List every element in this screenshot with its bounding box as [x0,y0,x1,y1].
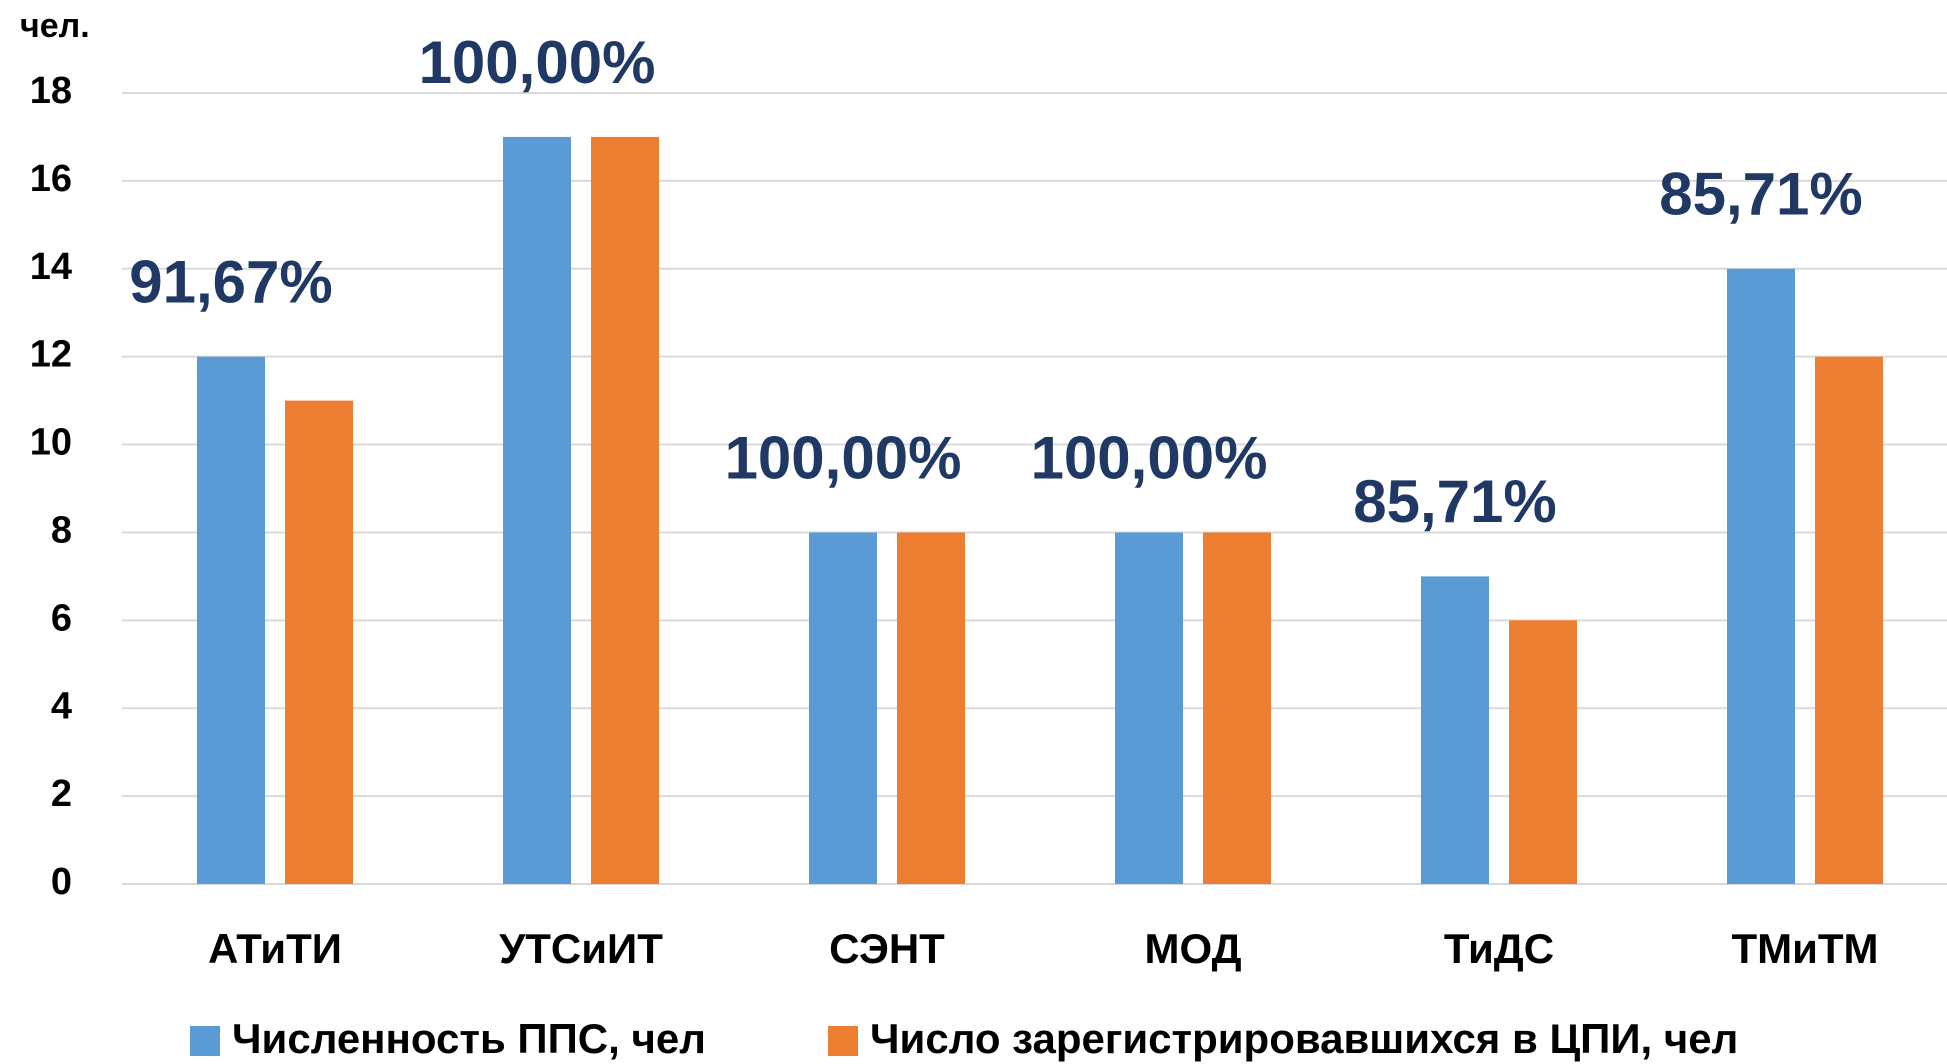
y-tick-label: 8 [51,509,72,551]
legend-swatch [828,1026,858,1056]
y-tick-label: 14 [30,246,72,288]
bar [1727,268,1795,884]
annotation: 85,71% [1659,161,1863,228]
x-tick-label: АТиТИ [208,925,342,972]
y-tick-label: 10 [30,422,72,464]
legend-label: Численность ППС, чел [232,1015,706,1062]
y-tick-label: 2 [51,773,72,815]
annotation: 100,00% [419,29,656,96]
bar [1115,532,1183,884]
bar [1509,620,1577,884]
bar [1421,576,1489,884]
y-axis-label: чел. [20,7,90,45]
x-tick-label: УТСиИТ [499,925,663,972]
legend-label: Число зарегистрировавшихся в ЦПИ, чел [870,1015,1738,1062]
bar [897,532,965,884]
annotation: 100,00% [1031,424,1268,491]
bar [1815,356,1883,885]
bar [1203,532,1271,884]
y-tick-label: 6 [51,597,72,639]
bar [285,400,353,884]
bar [591,136,659,884]
bar [197,356,265,885]
bar [809,532,877,884]
annotation: 100,00% [725,424,962,491]
y-tick-label: 16 [30,158,72,200]
annotation: 91,67% [129,249,333,316]
x-tick-label: СЭНТ [829,925,945,972]
x-tick-label: ТиДС [1444,925,1554,972]
y-tick-label: 12 [30,334,72,376]
x-tick-label: МОД [1144,925,1241,972]
y-tick-label: 18 [30,70,72,112]
y-tick-label: 0 [51,861,72,903]
legend-swatch [190,1026,220,1056]
bar [503,136,571,884]
x-tick-label: ТМиТМ [1731,925,1878,972]
annotation: 85,71% [1353,468,1557,535]
y-tick-label: 4 [51,685,72,727]
